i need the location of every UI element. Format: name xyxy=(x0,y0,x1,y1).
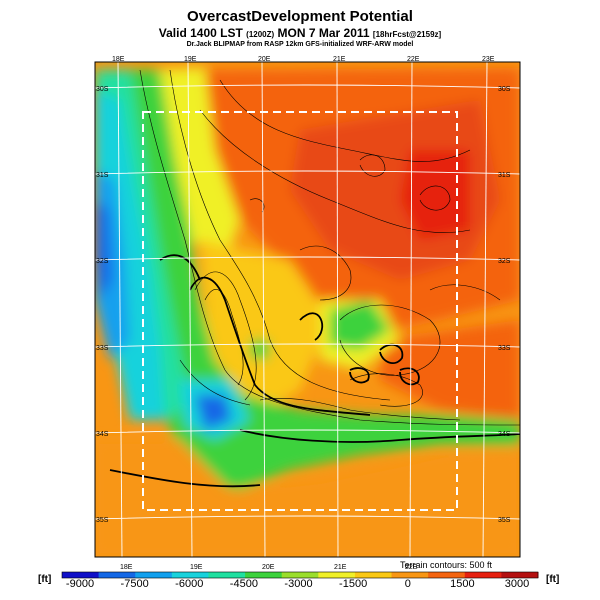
map-frame xyxy=(94,61,521,558)
colorbar-tick-label: -1500 xyxy=(339,578,368,590)
lat-label: 35S xyxy=(96,517,109,524)
colorbar-tick-label: -3000 xyxy=(284,578,313,590)
model-credit: Dr.Jack BLIPMAP from RASP 12km GFS-initi… xyxy=(186,41,414,48)
lon-label: 21E xyxy=(334,564,347,571)
lon-label: 21E xyxy=(333,56,346,63)
lon-label: 18E xyxy=(120,564,133,571)
lon-label: 20E xyxy=(262,564,275,571)
lat-label: 32S xyxy=(498,258,511,265)
colorbar-swatch xyxy=(354,572,393,578)
colorbar-tick-label: 0 xyxy=(404,578,411,590)
chart-title: OvercastDevelopment Potential xyxy=(187,8,413,25)
colorbar-swatch xyxy=(62,572,100,578)
colorbar-swatch xyxy=(428,572,466,578)
lat-label: 34S xyxy=(96,431,109,438)
colorbar-swatch xyxy=(464,572,502,578)
colorbar-swatch xyxy=(245,572,283,578)
lat-label: 34S xyxy=(498,431,511,438)
lon-label: 22E xyxy=(405,564,418,571)
lat-labels-left: 30S 31S 32S 33S 34S 35S xyxy=(96,86,109,524)
colorbar-border xyxy=(61,571,539,579)
potential-field xyxy=(95,62,520,557)
colorbar-swatch xyxy=(318,572,356,578)
lat-labels-right: 30S 31S 32S 33S 34S 35S xyxy=(498,86,511,524)
contour-interval-note: Terrain contours: 500 ft xyxy=(400,560,493,570)
lat-label: 33S xyxy=(96,345,109,352)
colorbar-tick-label: -6000 xyxy=(175,578,204,590)
colorbar-unit-right: [ft] xyxy=(546,574,560,585)
lon-label: 19E xyxy=(190,564,203,571)
valid-time-zulu: (1200Z) xyxy=(246,30,275,39)
lon-label: 20E xyxy=(258,56,271,63)
lat-label: 30S xyxy=(498,86,511,93)
lat-label: 35S xyxy=(498,517,511,524)
lat-label: 31S xyxy=(96,172,109,179)
lon-label: 23E xyxy=(482,56,495,63)
colorbar-tick-label: -7500 xyxy=(120,578,149,590)
lon-label: 18E xyxy=(112,56,125,63)
lon-labels-top: 18E 19E 20E 21E 22E 23E xyxy=(112,56,495,63)
colorbar-unit-left: [ft] xyxy=(38,574,52,585)
lat-label: 31S xyxy=(498,172,511,179)
lat-label: 32S xyxy=(96,258,109,265)
colorbar-swatch xyxy=(171,572,209,578)
colorbar-swatch xyxy=(208,572,246,578)
colorbar-swatch xyxy=(281,572,319,578)
colorbar-tick-label: -9000 xyxy=(65,578,95,590)
valid-time-main: Valid 1400 LST xyxy=(158,26,243,40)
lat-label: 30S xyxy=(96,86,109,93)
valid-time: Valid 1400 LST (1200Z) MON 7 Mar 2011 [1… xyxy=(0,26,600,40)
colorbar-swatch xyxy=(98,572,136,578)
colorbar-swatch xyxy=(391,572,429,578)
major-contours xyxy=(109,254,520,488)
valid-date: MON 7 Mar 2011 xyxy=(277,26,370,40)
colorbar-swatch xyxy=(135,572,173,578)
colorbar-tick-label: -4500 xyxy=(229,578,258,590)
colorbar-tick-label: 1500 xyxy=(450,578,475,590)
lon-label: 19E xyxy=(184,56,197,63)
lon-labels-bottom: 18E 19E 20E 21E 22E xyxy=(120,564,418,571)
colorbar-swatch xyxy=(501,572,539,578)
colorbar xyxy=(61,571,539,579)
lon-label: 22E xyxy=(407,56,420,63)
forecast-hour: [18hrFcst@2159z] xyxy=(372,30,442,39)
colorbar-tick-label: 3000 xyxy=(504,578,530,590)
lat-label: 33S xyxy=(498,345,511,352)
inner-domain-box xyxy=(142,111,458,511)
